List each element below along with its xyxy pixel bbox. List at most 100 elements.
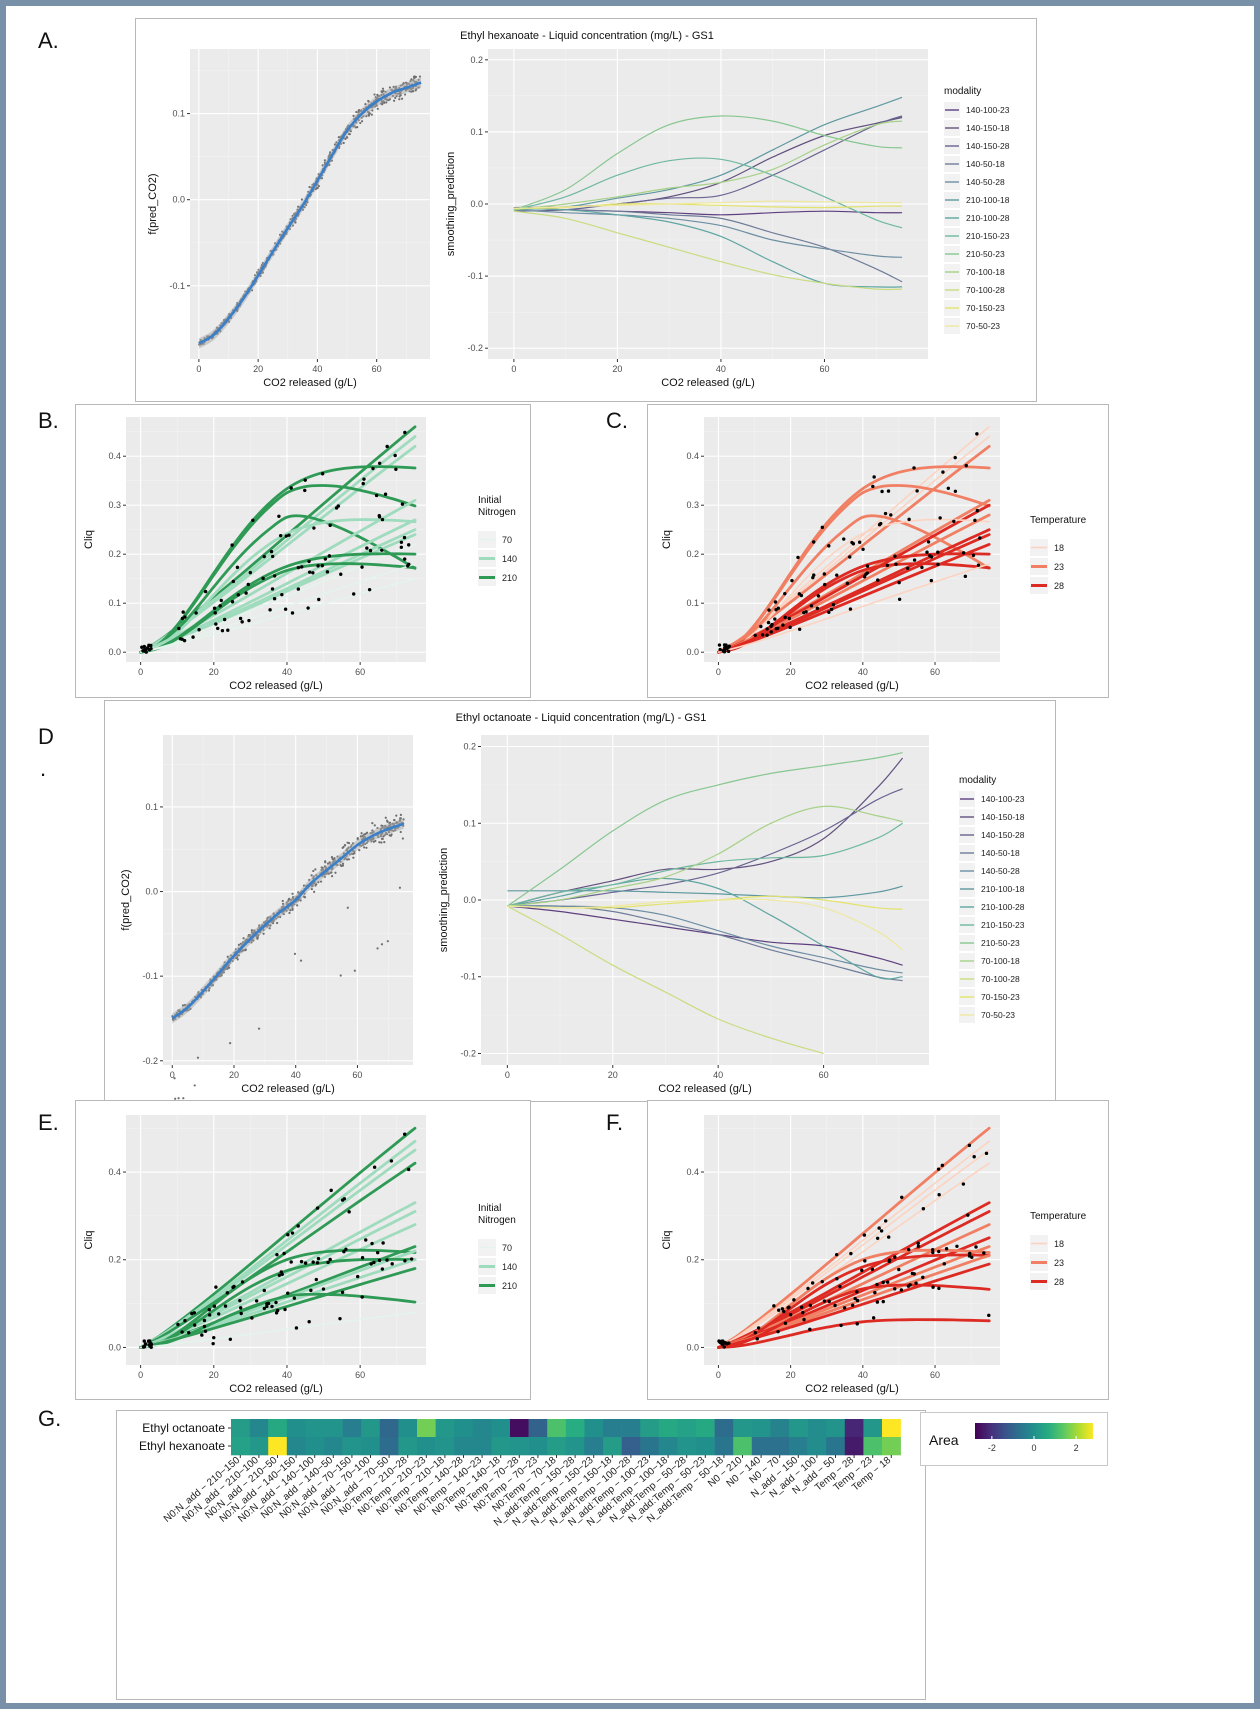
chart-d-left-data-point (334, 871, 337, 874)
chart-c-x-axis-label: CO2 released (g/L) (805, 680, 899, 692)
chart-e-observation-point (390, 1262, 394, 1266)
chart-c-observation-point (842, 537, 846, 541)
heatmap-cell (510, 1437, 529, 1456)
panel-label-f: F. (606, 1110, 624, 1135)
chart-f-xtick-label: 20 (786, 1370, 796, 1380)
chart-d-right-ytick-label: -0.1 (460, 972, 476, 982)
chart-f-observation-point (937, 1286, 941, 1291)
chart-b-observation-point (226, 628, 230, 632)
chart-d-left-data-point (365, 846, 368, 849)
chart-e-observation-point (311, 1260, 315, 1264)
chart-d-right-legend: modality 140-100-23 140-150-18 140-150-28 14… (959, 775, 1025, 1023)
chart-b-observation-point (361, 481, 365, 486)
chart-d-left-data-point (371, 822, 374, 825)
heatmap-cell (342, 1419, 362, 1438)
chart-d-right-series-line-210-100-28 (507, 877, 903, 980)
chart-e-observation-point (307, 1319, 311, 1324)
chart-a-right-y-axis-label: smoothing_prediction (445, 152, 457, 257)
chart-e-observation-point (176, 1322, 180, 1327)
chart-a-left-data-point (373, 93, 376, 96)
chart-d-left-data-point (376, 947, 379, 950)
chart-c-observation-point (718, 647, 722, 652)
chart-b-observation-point (325, 570, 330, 574)
chart-e-observation-point (303, 1261, 308, 1265)
chart-c-observation-point (973, 518, 977, 523)
chart-b-ytick-label: 0.1 (108, 598, 121, 608)
heatmap-cell (621, 1437, 641, 1456)
chart-e-observation-point (275, 1308, 280, 1313)
chart-a-right-series-line-140-150-28 (513, 115, 903, 212)
chart-c-observation-point (765, 627, 769, 631)
chart-f-observations (717, 1143, 991, 1349)
chart-b-observation-point (261, 576, 265, 581)
chart-f-trajectory (717, 1248, 991, 1349)
chart-d-right-ytick-label: 0.2 (463, 742, 476, 752)
chart-c-observation-point (920, 565, 924, 570)
chart-e-legend-label: 140 (502, 1262, 517, 1272)
chart-c-observation-point (894, 562, 898, 566)
chart-a-right-series-line-70-100-18 (513, 120, 903, 211)
chart-d-left-data-point (293, 952, 297, 955)
chart-f-observation-point (916, 1244, 921, 1249)
chart-d-left-data-point (193, 1084, 196, 1087)
chart-d-left-data-point (395, 814, 398, 817)
chart-d-right-ytick-label: 0.1 (463, 818, 476, 828)
heatmap-cell (677, 1419, 697, 1438)
chart-b-observation-point (277, 514, 281, 519)
chart-f-observation-point (968, 1251, 972, 1256)
heatmap-cell (844, 1419, 864, 1438)
chart-f-observation-point (756, 1326, 761, 1330)
chart-e-observation-point (289, 1260, 293, 1264)
chart-c-observation-point (815, 606, 820, 611)
chart-b-observations (140, 430, 411, 654)
chart-f-observation-point (855, 1322, 859, 1326)
chart-b-observation-point (399, 545, 404, 549)
chart-b-observation-point (403, 557, 407, 561)
chart-d-right-xtick-label: 60 (819, 1070, 829, 1080)
chart-b-observation-point (244, 591, 248, 595)
chart-f-observation-point (810, 1281, 815, 1285)
panel-d: Ethyl octanoate - Liquid concentration (… (104, 700, 1056, 1118)
chart-e-observation-point (283, 1307, 287, 1312)
chart-e-observation-point (340, 1290, 345, 1294)
chart-c-xtick-label: 60 (930, 667, 940, 677)
chart-a-right-series-line-210-50-23 (513, 115, 903, 211)
chart-a-left-data-point (365, 115, 368, 118)
chart-d-left-smooth-line (171, 822, 405, 1020)
chart-f-observation-point (883, 1219, 888, 1223)
chart-d-right-series-line-140-50-28 (507, 905, 903, 974)
chart-a-right-series-line-140-50-18 (513, 207, 903, 283)
heatmap-cell (565, 1419, 585, 1438)
chart-b-observation-point (183, 615, 187, 619)
chart-d-right-ytick-label: 0.0 (463, 895, 476, 905)
chart-a-left-data-point (360, 120, 364, 123)
chart-f-observation-point (834, 1252, 839, 1257)
chart-d-left-data-point (352, 856, 355, 859)
chart-d-left-ytick-label: -0.1 (142, 971, 158, 981)
chart-e-observation-point (238, 1306, 243, 1310)
chart-d-left-data-point (346, 906, 349, 909)
chart-b-observation-point (316, 564, 320, 568)
chart-c-observation-point (796, 555, 800, 560)
chart-f-observation-point (881, 1299, 885, 1304)
chart-a-right-legend: modality 140-100-23 140-150-18 140-150-28 14… (944, 86, 1010, 334)
chart-c-observation-point (872, 475, 876, 479)
chart-b: 0 20 40 60 0.0 0.1 0.2 0.3 0.4 CO2 released (g/L)… (83, 417, 517, 692)
heatmap-cell (361, 1419, 381, 1438)
chart-a-left-data-point (414, 76, 417, 79)
chart-e-observation-point (202, 1318, 207, 1323)
chart-a-right-legend-label: 210-50-23 (966, 249, 1005, 259)
chart-f-observation-point (753, 1331, 758, 1335)
chart-f-observation-point (808, 1303, 813, 1307)
chart-d-left-data-point (356, 836, 359, 840)
chart-b-observation-point (307, 570, 312, 574)
chart-f-observation-point (801, 1310, 805, 1315)
chart-d-left-data-point (314, 868, 317, 871)
chart-f-observation-point (987, 1313, 991, 1318)
chart-a-right-plot-area: 0 20 40 60 -0.2 -0.1 0.0 0.1 0.2 CO2 released (g/… (445, 49, 928, 389)
chart-c-trajectory (717, 543, 991, 654)
heatmap-cell (584, 1419, 604, 1438)
chart-f-observation-point (881, 1280, 885, 1285)
chart-a-right-ytick-label: -0.1 (467, 271, 483, 281)
chart-f: 0 20 40 60 0.0 0.2 0.4 CO2 released (g/L) Cliq Te… (661, 1115, 1087, 1395)
